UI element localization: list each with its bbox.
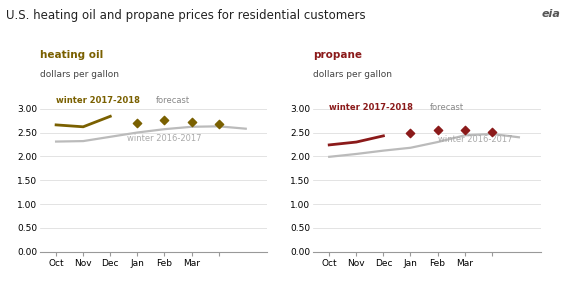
Point (433, 127, 442, 132)
Text: winter 2017-2018: winter 2017-2018 (329, 103, 413, 112)
Point (214, 122, 223, 126)
Text: winter 2017-2018: winter 2017-2018 (56, 96, 140, 105)
Point (406, 131, 415, 136)
Text: dollars per gallon: dollars per gallon (313, 70, 392, 79)
Point (487, 130, 496, 134)
Text: forecast: forecast (156, 96, 191, 105)
Text: propane: propane (313, 50, 362, 60)
Point (160, 118, 169, 122)
Point (133, 120, 142, 125)
Point (460, 128, 469, 132)
Text: U.S. heating oil and propane prices for residential customers: U.S. heating oil and propane prices for … (6, 9, 365, 21)
Text: winter 2016-2017: winter 2016-2017 (126, 134, 201, 143)
Text: heating oil: heating oil (40, 50, 103, 60)
Text: winter 2016-2017: winter 2016-2017 (438, 135, 512, 144)
Text: eia: eia (542, 9, 560, 19)
Point (187, 120, 196, 124)
Text: forecast: forecast (430, 103, 464, 112)
Text: dollars per gallon: dollars per gallon (40, 70, 119, 79)
